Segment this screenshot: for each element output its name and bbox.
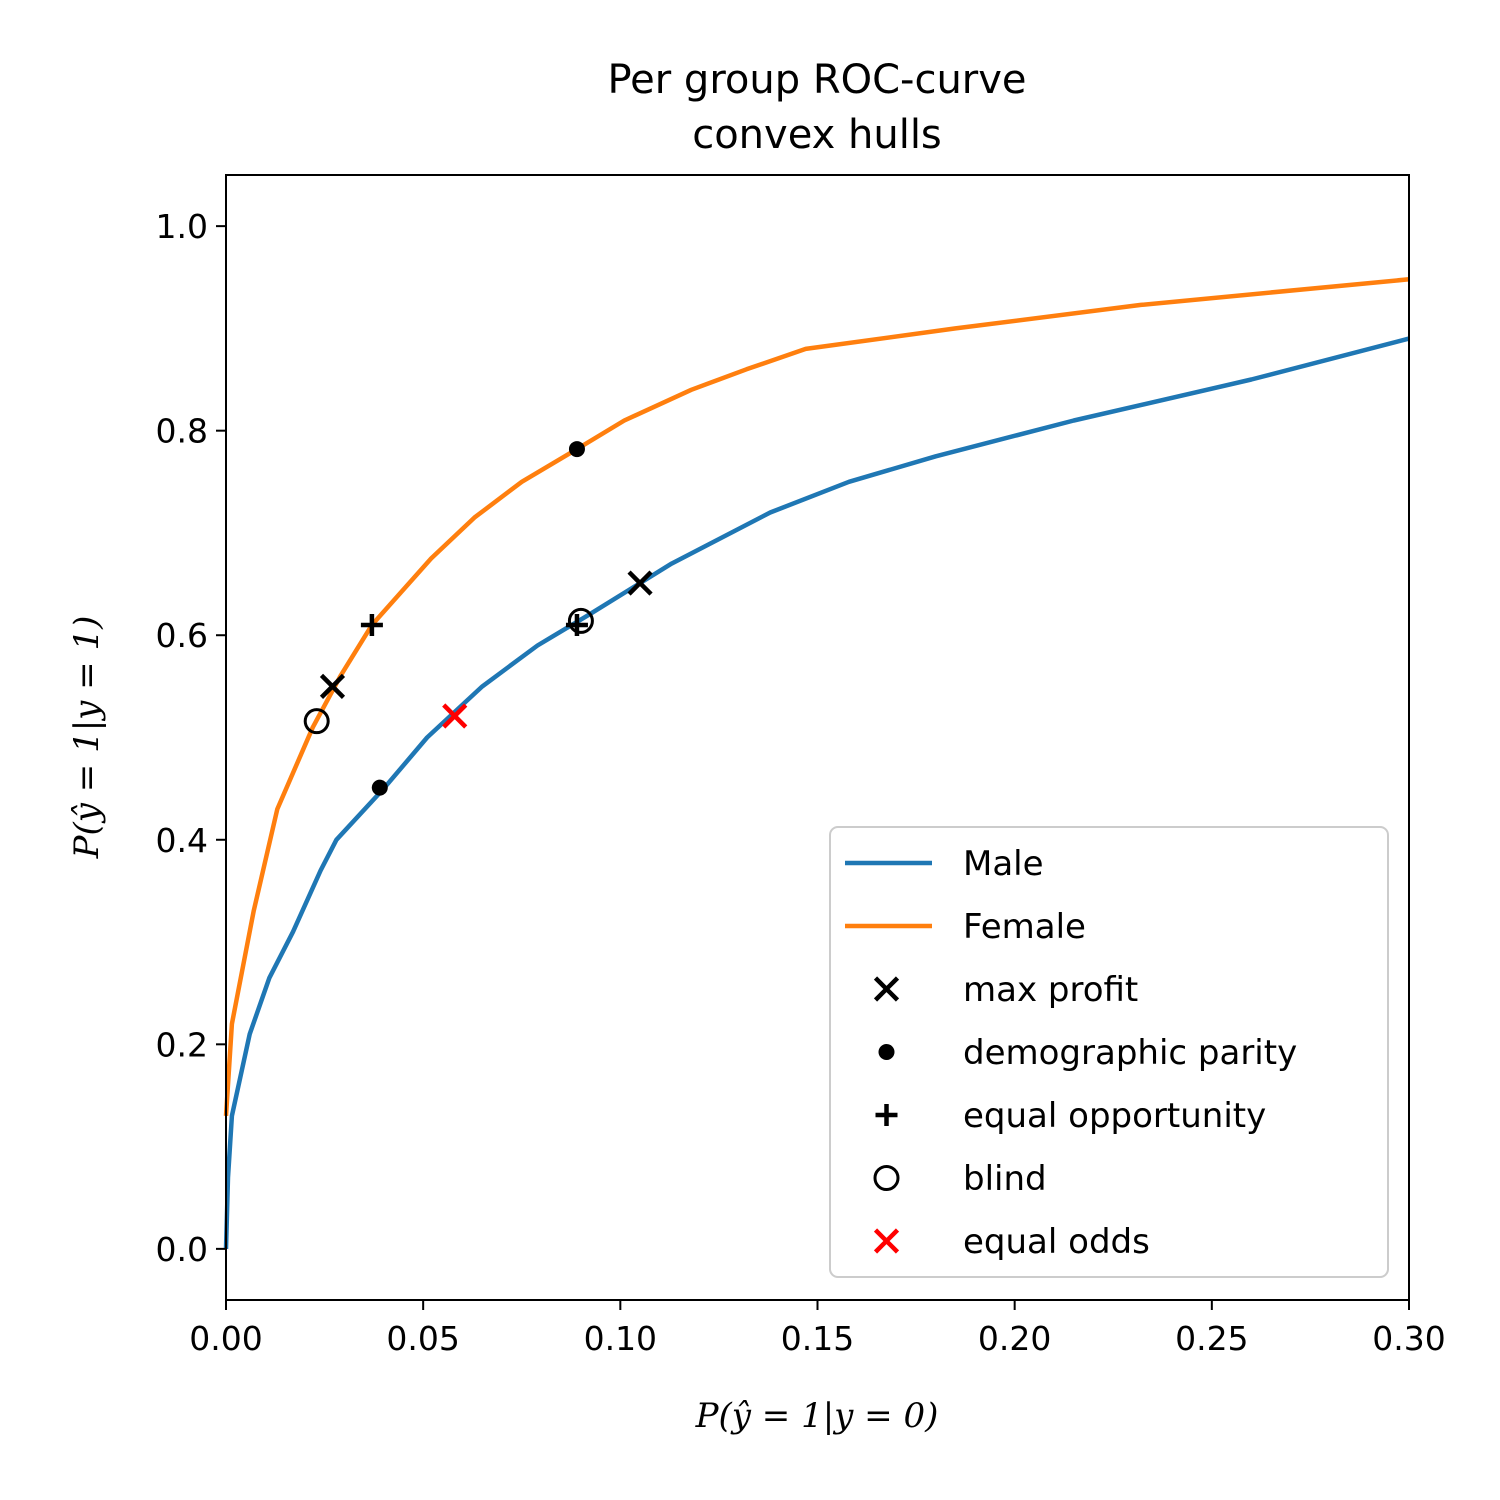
y-axis: 0.0 0.2 0.4 0.6 0.8 1.0 (156, 207, 226, 1269)
legend-marker-sample (873, 1228, 900, 1254)
legend-label: equal odds (963, 1222, 1150, 1262)
legend-marker-sample (873, 1165, 900, 1191)
legend-label: max profit (963, 970, 1138, 1010)
legend-item-max-profit: max profit (873, 970, 1138, 1010)
legend-item-male: Male (845, 844, 1044, 884)
legend-label: demographic parity (963, 1033, 1297, 1073)
y-axis-label: P(ŷ = 1|y = 1) (67, 616, 107, 860)
y-tick-label: 0.2 (156, 1025, 208, 1064)
marker-max-profit-1 (627, 570, 653, 596)
legend-item-blind: blind (873, 1159, 1047, 1199)
y-tick-label: 0.6 (156, 616, 208, 655)
legend-marker-sample (873, 976, 900, 1002)
marker-blind-1 (567, 607, 594, 634)
x-axis-label: P(ŷ = 1|y = 0) (695, 1396, 939, 1436)
x-axis: 0.00 0.05 0.10 0.15 0.20 0.25 0.30 (189, 1300, 1446, 1358)
legend-item-female: Female (845, 907, 1086, 947)
legend: Male Female max profit demographic parity eq… (829, 826, 1389, 1278)
legend-label: equal opportunity (963, 1096, 1266, 1136)
series-line-male (223, 336, 1410, 1249)
legend-label: Female (963, 907, 1086, 947)
legend-marker-sample (878, 1044, 895, 1060)
marker-equal-opportunity-0 (360, 614, 383, 636)
plot-markers (303, 441, 653, 796)
legend-item-demographic-parity: demographic parity (878, 1033, 1297, 1073)
chart-title-line-2: convex hulls (692, 112, 942, 158)
legend-label: blind (963, 1159, 1047, 1199)
x-tick-label: 0.10 (584, 1319, 657, 1358)
legend-item-equal-odds: equal odds (873, 1222, 1150, 1262)
legend-marker-sample (875, 1104, 898, 1126)
marker-demographic-parity-0 (568, 441, 585, 458)
series-line-female (223, 277, 1410, 1117)
marker-blind-0 (303, 708, 330, 735)
legend-box (829, 826, 1389, 1278)
y-tick-label: 0.4 (156, 821, 208, 860)
x-tick-label: 0.20 (978, 1319, 1051, 1358)
y-tick-label: 0.8 (156, 412, 208, 451)
x-tick-label: 0.25 (1175, 1319, 1248, 1358)
legend-label: Male (963, 844, 1044, 884)
chart-title-line-1: Per group ROC-curve (607, 57, 1026, 103)
x-tick-label: 0.15 (781, 1319, 854, 1358)
legend-item-equal-opportunity: equal opportunity (875, 1096, 1266, 1136)
marker-equal-odds-0 (442, 703, 468, 729)
y-tick-label: 0.0 (156, 1230, 208, 1269)
marker-demographic-parity-1 (371, 779, 388, 796)
x-tick-label: 0.30 (1372, 1319, 1445, 1358)
plot-lines (223, 277, 1410, 1249)
x-tick-label: 0.05 (386, 1319, 459, 1358)
y-tick-label: 1.0 (156, 207, 208, 246)
marker-max-profit-0 (319, 673, 346, 699)
x-tick-label: 0.00 (189, 1319, 262, 1358)
